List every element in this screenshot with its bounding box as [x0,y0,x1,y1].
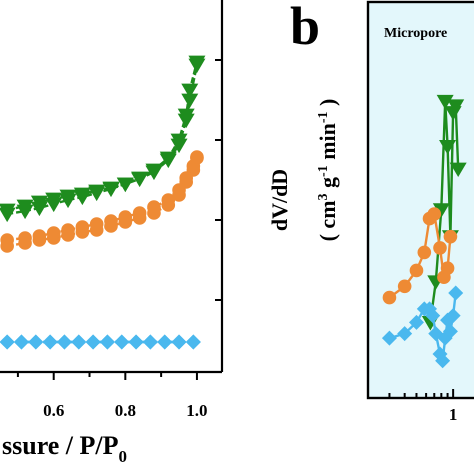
ylabel2-close: ) [315,99,340,112]
panel-b-ylabel-line1: dV/dD [267,169,292,231]
panel-a-xtick-label: 0.8 [115,401,136,420]
panel-a-series-0-adsorption-line [6,64,199,212]
panel-b-point [417,245,432,260]
panel-a-point [161,193,176,207]
panel-a-point [32,229,47,243]
panel-a-point [85,334,101,350]
panel-a-point [45,197,63,213]
panel-b-point [449,162,467,178]
panel-a-point [0,334,15,350]
panel-a-point [46,226,61,240]
panel-b-series-1 [382,207,458,305]
panel-a-point [159,151,177,167]
panel-a-point [16,204,34,220]
panel-a-point [42,334,58,350]
panel-b-ticks: 1 [388,389,458,424]
ylabel2-sup1: 3 [316,193,331,200]
panel-b-point [445,308,461,324]
panel-a-point [73,190,91,206]
panel-a-point [171,334,187,350]
panel-a-point [132,206,147,220]
panel-a-point [59,193,77,209]
panel-a-point [170,133,188,149]
panel-a-point [75,220,90,234]
panel-a-point [13,334,29,350]
panel-a-point [177,108,195,124]
panel-b-series [381,94,467,369]
panel-b-frame [366,0,474,400]
ylabel2-sup3: -1 [316,111,331,123]
panel-b-point [440,261,455,276]
panel-b-letter: b [290,0,320,56]
panel-a-ticks: 0.6 0.8 1.0 [16,59,222,420]
panel-a-point [157,334,173,350]
panel-b-point [397,326,413,342]
panel-a-point [147,200,161,214]
panel-b-point [436,94,454,110]
panel-a-series [0,55,206,350]
panel-a-xtick-label: 1.0 [186,401,207,420]
panel-a-point [30,201,48,217]
panel-a-point [99,334,115,350]
panel-a-point [185,334,201,350]
panel-a-point [131,171,149,187]
panel-b-point [442,323,458,339]
panel-a-point [0,207,16,223]
panel-a-point [118,210,133,224]
panel-a-point [145,163,163,179]
panel-b-point [439,140,457,155]
panel-a-series-2 [0,334,201,350]
panel-b-point [427,207,442,221]
panel-a-point [56,334,72,350]
panel-a-point [181,83,199,99]
panel-b-point [425,308,441,324]
panel-a-xtick-label: 0.6 [43,401,64,420]
panel-a-point [104,214,118,228]
panel-a-point [114,334,130,350]
ylabel2-mid: g [315,177,340,194]
panel-b-point [433,241,447,255]
panel-a-point [181,93,199,109]
panel-b-xtick-label: 1 [449,405,458,424]
panel-a-point [128,334,144,350]
panel-b-point [409,263,424,278]
panel-b-point [397,279,412,294]
panel-b-inset-label: Micropore [384,26,447,41]
panel-b-series-2 [381,285,464,369]
ylabel2-mid2: min [315,123,340,165]
panel-a-point [172,183,186,197]
panel-a-point [89,217,104,231]
panel-b-point [382,290,397,305]
panel-b-point [443,229,458,244]
panel-a-point [88,186,106,202]
panel-a-series-0-desorption-line [7,61,199,216]
ylabel2-sup2: -1 [316,165,331,177]
panel-a-point [28,334,44,350]
panel-a-point [102,182,120,198]
panel-b-point [381,330,397,346]
panel-a-point [18,231,32,245]
panel-a-point [190,150,204,164]
panel-b-point [432,203,450,218]
panel-a-point [188,55,206,71]
panel-a-point [61,223,75,237]
panel-a-point [142,334,158,350]
panel-b-point [448,285,464,301]
panel-a-point [116,177,134,193]
ylabel2-open: ( cm [315,200,340,241]
panel-a-point [179,171,193,185]
panel-b-point [435,353,451,369]
panel-a-xlabel-main: ssure / P/P [2,431,119,460]
panel-b-point [447,99,465,114]
panel-b-point [408,314,424,330]
panel-a-series-1-desorption-line [7,156,199,242]
panel-a-series-0 [0,55,206,223]
panel-a-xlabel-sub: 0 [119,447,128,466]
panel-a-xlabel: ssure / P/P0 [2,431,127,466]
panel-a-point [71,334,87,350]
panel-a-series-1 [0,150,204,253]
panel-a-point [0,233,14,247]
panel-b-ylabel-line2: ( cm3 g-1 min-1 ) [315,99,340,242]
